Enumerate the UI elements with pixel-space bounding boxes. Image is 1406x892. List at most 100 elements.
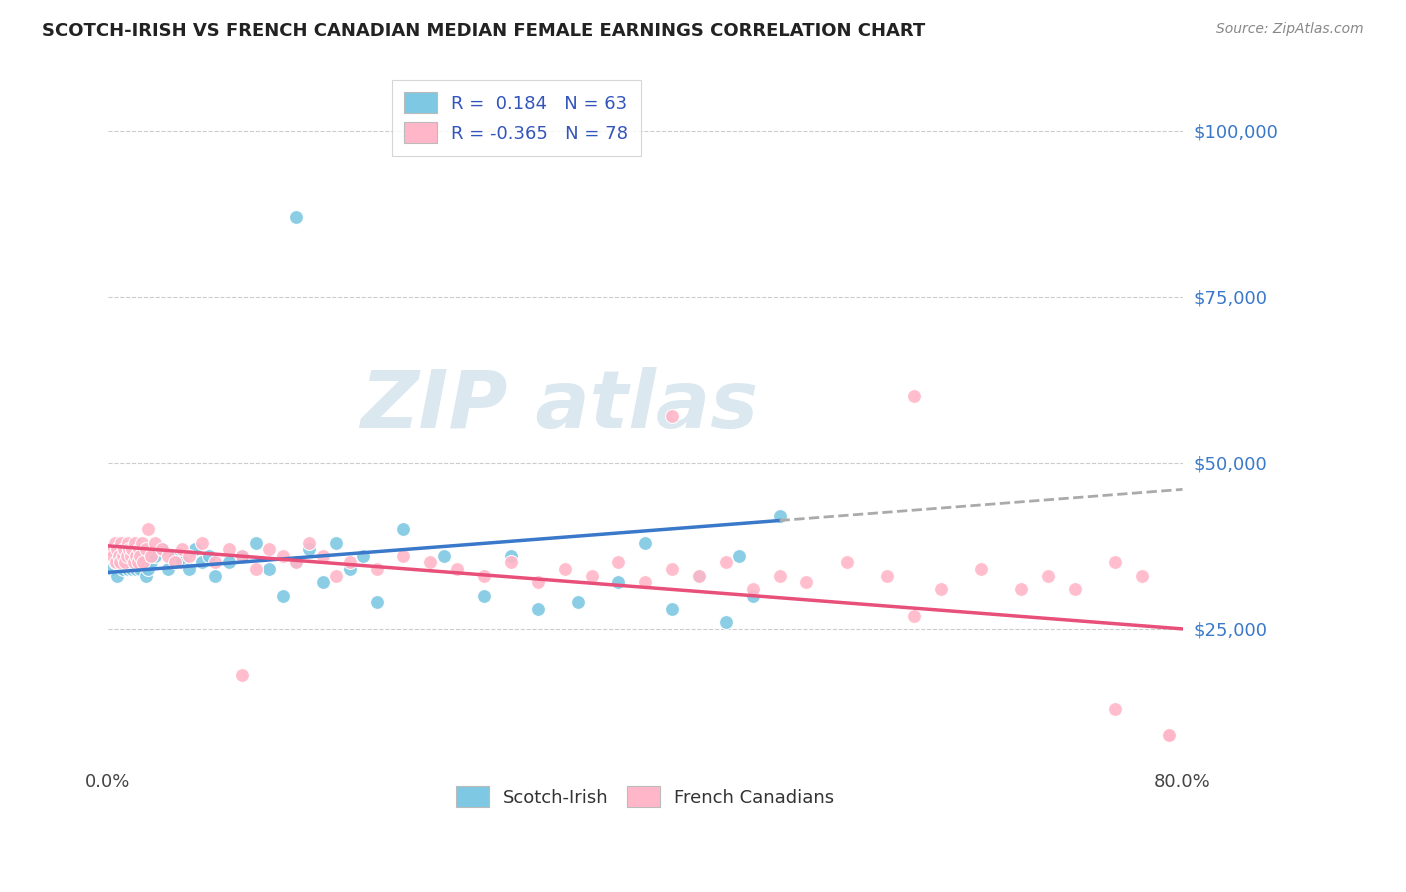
Point xyxy=(117,535,139,549)
Point xyxy=(111,562,134,576)
Point xyxy=(231,549,253,563)
Point xyxy=(796,575,818,590)
Text: ZIP atlas: ZIP atlas xyxy=(360,367,758,445)
Point xyxy=(128,549,150,563)
Point xyxy=(139,549,162,563)
Point xyxy=(114,556,136,570)
Point xyxy=(121,542,143,557)
Point xyxy=(245,562,267,576)
Point xyxy=(101,562,124,576)
Point xyxy=(661,409,683,424)
Point xyxy=(499,556,522,570)
Point xyxy=(325,535,347,549)
Point xyxy=(136,522,159,536)
Point xyxy=(366,595,388,609)
Point xyxy=(129,549,152,563)
Point xyxy=(634,575,657,590)
Point xyxy=(122,556,145,570)
Point xyxy=(132,556,155,570)
Point xyxy=(312,549,335,563)
Point xyxy=(122,556,145,570)
Point xyxy=(150,542,173,557)
Point xyxy=(139,556,162,570)
Point xyxy=(728,549,751,563)
Point xyxy=(125,549,148,563)
Point xyxy=(339,562,361,576)
Point xyxy=(392,549,415,563)
Point xyxy=(446,562,468,576)
Point xyxy=(527,602,550,616)
Point xyxy=(285,556,308,570)
Point xyxy=(112,542,135,557)
Point xyxy=(108,556,131,570)
Point xyxy=(157,562,180,576)
Point xyxy=(970,562,993,576)
Point xyxy=(127,556,149,570)
Point xyxy=(191,535,214,549)
Point xyxy=(170,542,193,557)
Point xyxy=(392,522,415,536)
Point xyxy=(104,556,127,570)
Point xyxy=(312,575,335,590)
Point xyxy=(1104,556,1126,570)
Point xyxy=(131,549,153,563)
Point xyxy=(117,562,139,576)
Point xyxy=(607,575,630,590)
Point xyxy=(191,556,214,570)
Text: SCOTCH-IRISH VS FRENCH CANADIAN MEDIAN FEMALE EARNINGS CORRELATION CHART: SCOTCH-IRISH VS FRENCH CANADIAN MEDIAN F… xyxy=(42,22,925,40)
Point xyxy=(257,542,280,557)
Point xyxy=(121,562,143,576)
Text: Source: ZipAtlas.com: Source: ZipAtlas.com xyxy=(1216,22,1364,37)
Point xyxy=(472,568,495,582)
Point xyxy=(433,549,456,563)
Point xyxy=(125,562,148,576)
Point xyxy=(688,568,710,582)
Point xyxy=(204,568,226,582)
Legend: Scotch-Irish, French Canadians: Scotch-Irish, French Canadians xyxy=(449,779,841,814)
Point xyxy=(197,549,219,563)
Point xyxy=(688,568,710,582)
Point xyxy=(124,535,146,549)
Point xyxy=(157,549,180,563)
Point xyxy=(105,549,128,563)
Point xyxy=(339,556,361,570)
Point xyxy=(118,556,141,570)
Point xyxy=(170,556,193,570)
Point xyxy=(929,582,952,596)
Point xyxy=(835,556,858,570)
Point xyxy=(105,556,128,570)
Point xyxy=(1159,728,1181,742)
Point xyxy=(136,562,159,576)
Point xyxy=(714,615,737,630)
Point xyxy=(177,549,200,563)
Point xyxy=(204,556,226,570)
Point xyxy=(165,549,187,563)
Point xyxy=(567,595,589,609)
Point xyxy=(120,549,142,563)
Point xyxy=(352,549,374,563)
Point xyxy=(257,562,280,576)
Point xyxy=(1159,728,1181,742)
Point xyxy=(1064,582,1087,596)
Point xyxy=(165,556,187,570)
Point xyxy=(245,535,267,549)
Point xyxy=(218,542,240,557)
Point xyxy=(366,562,388,576)
Point xyxy=(714,556,737,570)
Point xyxy=(118,542,141,557)
Point xyxy=(127,556,149,570)
Point xyxy=(184,542,207,557)
Point xyxy=(105,568,128,582)
Point xyxy=(298,542,321,557)
Point xyxy=(111,549,134,563)
Point xyxy=(110,535,132,549)
Point xyxy=(768,568,790,582)
Point xyxy=(177,562,200,576)
Point xyxy=(1130,568,1153,582)
Point xyxy=(107,549,129,563)
Point xyxy=(472,589,495,603)
Point xyxy=(143,549,166,563)
Point xyxy=(129,562,152,576)
Point xyxy=(128,542,150,557)
Point xyxy=(419,556,441,570)
